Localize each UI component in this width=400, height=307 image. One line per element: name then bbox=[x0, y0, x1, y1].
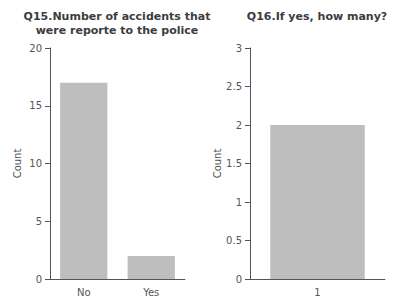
svg-text:1: 1 bbox=[314, 287, 320, 298]
svg-text:20: 20 bbox=[29, 43, 42, 54]
svg-text:Q15.Number of accidents that: Q15.Number of accidents that bbox=[24, 10, 211, 23]
svg-text:5: 5 bbox=[36, 216, 42, 227]
svg-text:0: 0 bbox=[36, 274, 42, 285]
svg-text:were reporte to the police: were reporte to the police bbox=[36, 24, 199, 37]
svg-text:No: No bbox=[77, 287, 91, 298]
svg-text:10: 10 bbox=[29, 158, 42, 169]
svg-text:1: 1 bbox=[236, 197, 242, 208]
svg-text:15: 15 bbox=[29, 100, 42, 111]
svg-text:0.5: 0.5 bbox=[226, 235, 242, 246]
svg-text:Q16.If yes, how many?: Q16.If yes, how many? bbox=[247, 10, 387, 23]
svg-text:3: 3 bbox=[236, 43, 242, 54]
svg-text:2: 2 bbox=[236, 120, 242, 131]
svg-text:Count: Count bbox=[212, 149, 223, 179]
svg-text:1.5: 1.5 bbox=[226, 158, 242, 169]
svg-text:2.5: 2.5 bbox=[226, 81, 242, 92]
svg-text:Count: Count bbox=[12, 149, 23, 179]
svg-text:Yes: Yes bbox=[142, 287, 159, 298]
svg-text:0: 0 bbox=[236, 274, 242, 285]
